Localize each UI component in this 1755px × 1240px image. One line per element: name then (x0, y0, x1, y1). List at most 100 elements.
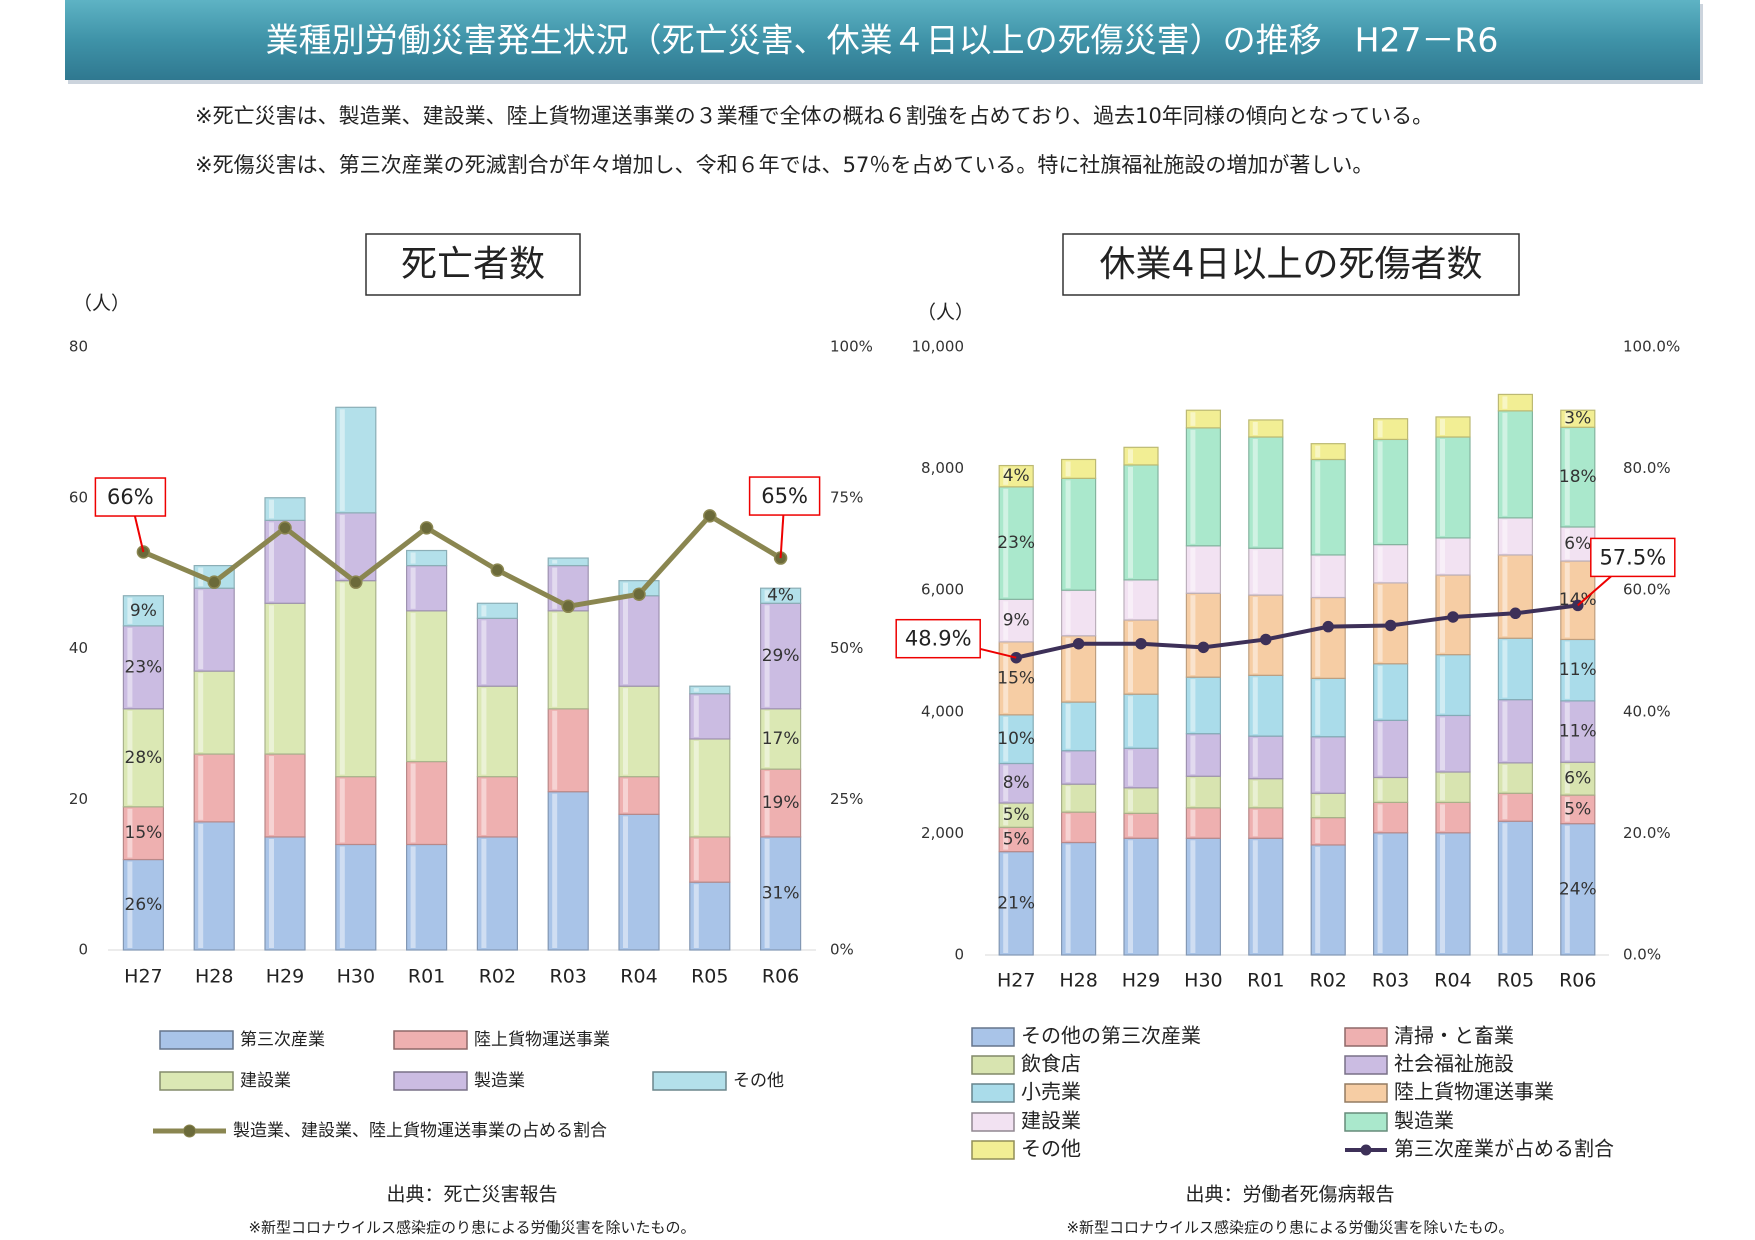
bar-segment (1435, 714, 1471, 773)
bar-segment (1372, 543, 1409, 584)
bar-segment (547, 708, 589, 793)
bar-segment (1435, 436, 1471, 539)
bar-highlight (1315, 461, 1321, 553)
bar-highlight (198, 590, 204, 670)
share-label: 11% (1559, 660, 1597, 680)
x-tick-label: R06 (762, 966, 799, 988)
bar-highlight (1128, 696, 1133, 747)
bar-segment (1060, 750, 1097, 785)
bar-segment (1123, 693, 1159, 749)
note: ※死傷災害は、第三次産業の死滅割合が年々増加し、令和６年では、57％を占めている… (195, 153, 1373, 177)
bar-segment (1185, 733, 1222, 777)
bar-highlight (1440, 656, 1445, 714)
bar-highlight (1252, 780, 1258, 806)
line-marker (278, 521, 292, 535)
legend-swatch (971, 1140, 1015, 1160)
bar-highlight (1128, 581, 1133, 618)
value-label: 57.5% (1599, 545, 1666, 569)
bar-highlight (1190, 735, 1196, 775)
legend-label: 小売業 (1021, 1080, 1081, 1104)
bar-segment (1185, 545, 1222, 594)
legend-label: その他 (1021, 1137, 1081, 1161)
bar-highlight (339, 778, 345, 843)
y-tick-label: 60 (69, 488, 88, 506)
bar-highlight (1003, 829, 1009, 850)
legend-swatch (971, 1027, 1015, 1047)
line-marker (703, 509, 717, 523)
legend-label: 建設業 (240, 1071, 291, 1091)
source: 出典：労働者死傷病報告 (1185, 1184, 1394, 1206)
bar-highlight (410, 552, 416, 564)
bar-highlight (481, 605, 487, 617)
bar-segment (1123, 747, 1159, 789)
bar-segment (476, 776, 518, 838)
x-tick-label: H30 (1184, 970, 1222, 992)
bar-segment (759, 768, 802, 838)
bar-highlight (1065, 844, 1071, 953)
legend-label: 陸上貨物運送事業 (474, 1030, 610, 1050)
bar-segment (264, 836, 306, 951)
line-marker (207, 575, 221, 589)
bar-highlight (1003, 601, 1009, 640)
bar-segment (1123, 812, 1159, 839)
x-tick-label: H28 (1059, 970, 1097, 992)
y2-tick-label: 20.0% (1623, 824, 1671, 842)
bar-highlight (1502, 795, 1508, 820)
legend-swatch (1344, 1027, 1388, 1047)
x-tick-label: H28 (195, 966, 233, 988)
bar-segment (1372, 663, 1409, 721)
bar-highlight (552, 567, 558, 609)
y-tick-label: 0 (78, 941, 88, 959)
bar-highlight (623, 582, 628, 594)
y-tick-label: 20 (69, 790, 88, 808)
y2-tick-label: 80.0% (1623, 459, 1671, 477)
x-tick-label: R03 (550, 966, 587, 988)
bar-segment (1372, 719, 1409, 779)
bar-highlight (693, 838, 699, 881)
line-marker (490, 563, 505, 577)
bar-highlight (1315, 445, 1321, 458)
y2-tick-label: 50% (830, 639, 863, 657)
y-tick-label: 2,000 (921, 824, 964, 842)
share-label: 10% (997, 729, 1035, 749)
bar-segment (998, 851, 1034, 956)
share-label: 9% (130, 601, 157, 621)
bar-highlight (1377, 584, 1383, 662)
bar-highlight (269, 838, 274, 948)
bar-highlight (623, 816, 628, 948)
bar-segment (193, 670, 235, 755)
legend-swatch (159, 1071, 234, 1091)
bar-highlight (1564, 528, 1570, 560)
bar-highlight (623, 778, 628, 813)
bar-highlight (1502, 412, 1508, 516)
bar-segment (1372, 776, 1409, 803)
x-tick-label: R06 (1559, 970, 1596, 992)
bar-highlight (127, 627, 133, 707)
bar-segment (1310, 677, 1346, 738)
bar-segment (1497, 393, 1534, 412)
legend-label: その他 (733, 1071, 784, 1091)
bar-highlight (1128, 621, 1133, 693)
bar-highlight (1252, 550, 1258, 594)
bar-highlight (1440, 418, 1445, 435)
bar-segment (1248, 735, 1284, 780)
legend-label: 製造業 (1394, 1109, 1454, 1133)
bar-highlight (1190, 679, 1196, 732)
bar-highlight (1065, 704, 1071, 749)
bar-highlight (1190, 809, 1196, 837)
bar-highlight (339, 582, 345, 775)
x-tick-label: H30 (337, 966, 375, 988)
legend-label: その他の第三次産業 (1021, 1024, 1201, 1048)
bar-highlight (693, 688, 699, 692)
x-tick-label: R02 (479, 966, 516, 988)
bar-highlight (1065, 461, 1071, 477)
bar-highlight (1377, 546, 1383, 581)
x-tick-label: R05 (691, 966, 728, 988)
share-label: 3% (1564, 409, 1591, 429)
line-marker (1384, 619, 1397, 632)
bar-segment (1248, 547, 1284, 596)
line-marker (349, 575, 363, 589)
bar-segment (1185, 775, 1222, 809)
bar-highlight (481, 688, 487, 775)
bar-highlight (1315, 846, 1321, 953)
